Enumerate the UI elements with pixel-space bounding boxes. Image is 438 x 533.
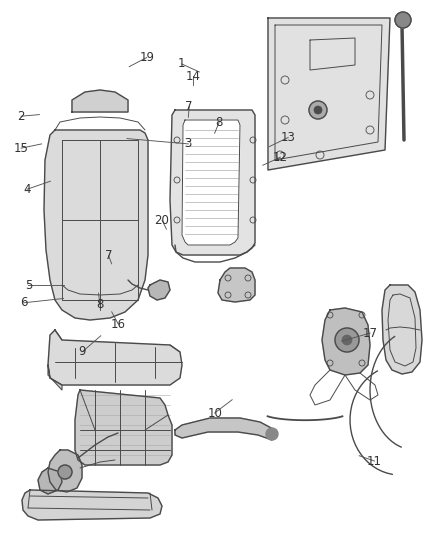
Polygon shape — [322, 308, 370, 375]
Text: 13: 13 — [281, 131, 296, 144]
Circle shape — [309, 101, 327, 119]
Text: 14: 14 — [185, 70, 200, 83]
Text: 5: 5 — [25, 279, 32, 292]
Text: 3: 3 — [185, 138, 192, 150]
Polygon shape — [22, 490, 162, 520]
Polygon shape — [48, 450, 82, 492]
Text: 2: 2 — [17, 110, 25, 123]
Polygon shape — [48, 330, 182, 385]
Text: 11: 11 — [367, 455, 382, 467]
Polygon shape — [75, 390, 172, 465]
Text: 15: 15 — [14, 142, 28, 155]
Circle shape — [58, 465, 72, 479]
Polygon shape — [170, 110, 255, 255]
Polygon shape — [182, 120, 240, 245]
Text: 20: 20 — [155, 214, 170, 227]
Polygon shape — [148, 280, 170, 300]
Text: 7: 7 — [185, 100, 193, 113]
Polygon shape — [175, 418, 275, 440]
Circle shape — [395, 12, 411, 28]
Circle shape — [335, 328, 359, 352]
Polygon shape — [218, 268, 255, 302]
Circle shape — [266, 428, 278, 440]
Text: 17: 17 — [363, 327, 378, 340]
Text: 19: 19 — [139, 51, 154, 64]
Text: 10: 10 — [207, 407, 222, 419]
Text: 8: 8 — [215, 116, 223, 129]
Text: 7: 7 — [105, 249, 113, 262]
Polygon shape — [72, 90, 128, 112]
Text: 16: 16 — [111, 318, 126, 330]
Text: 12: 12 — [273, 151, 288, 164]
Circle shape — [342, 335, 352, 345]
Polygon shape — [382, 285, 422, 374]
Polygon shape — [44, 130, 148, 320]
Text: 8: 8 — [96, 298, 103, 311]
Text: 9: 9 — [78, 345, 86, 358]
Text: 4: 4 — [23, 183, 31, 196]
Text: 6: 6 — [20, 296, 28, 309]
Polygon shape — [268, 18, 390, 170]
Polygon shape — [48, 365, 62, 390]
Text: 1: 1 — [178, 58, 186, 70]
Polygon shape — [38, 468, 62, 494]
Circle shape — [314, 106, 322, 114]
